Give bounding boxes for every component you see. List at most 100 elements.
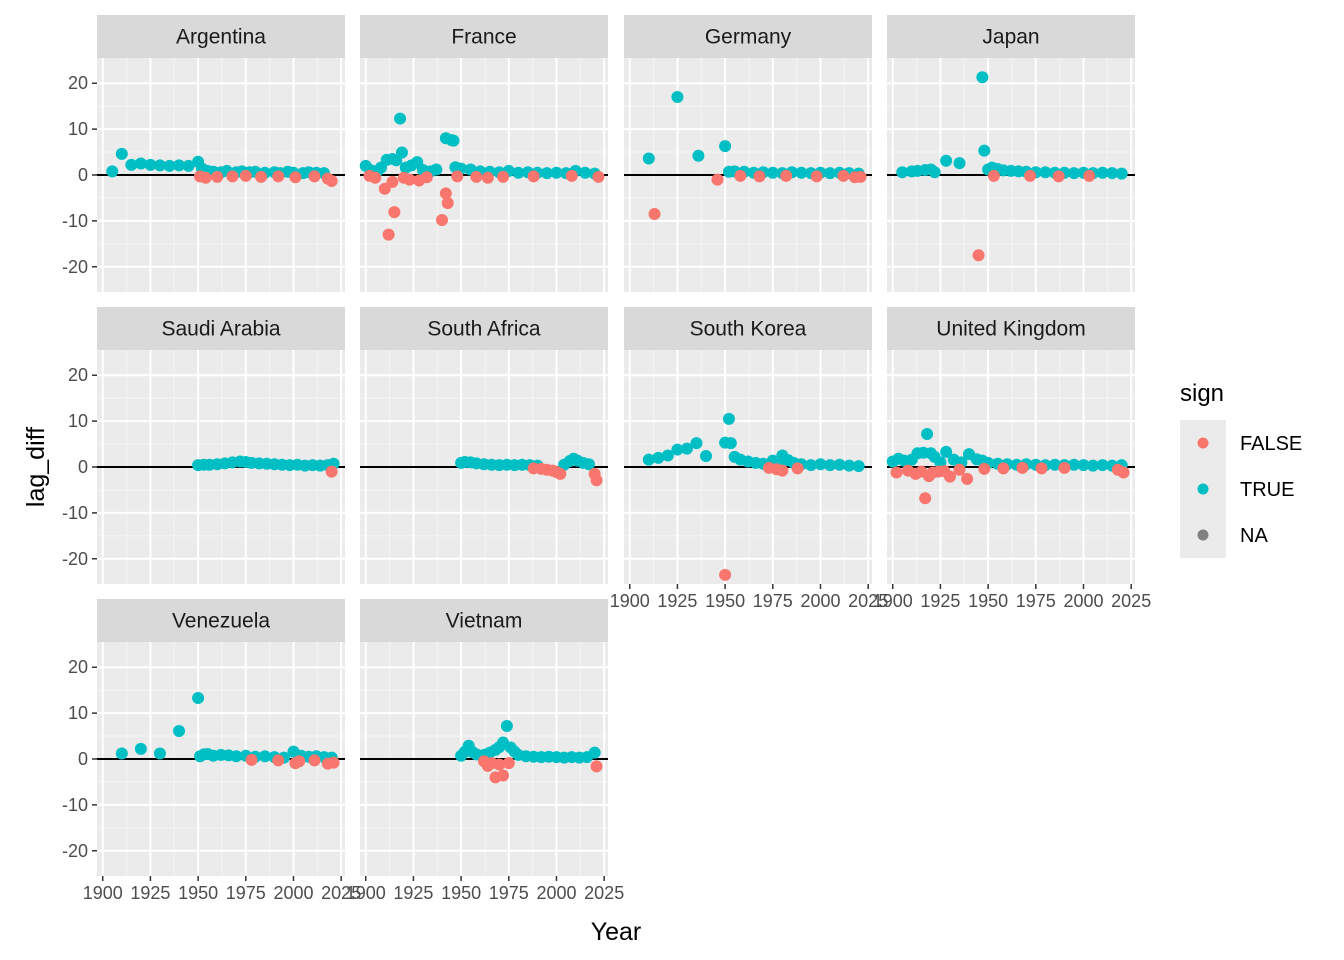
point-true [724, 437, 737, 450]
facet-strip [97, 599, 345, 642]
x-tick-label: 2000 [800, 591, 840, 611]
point-true [447, 134, 460, 147]
point-true [1096, 459, 1109, 472]
point-false [255, 170, 268, 183]
legend-label: FALSE [1240, 433, 1302, 455]
x-tick-label: 2025 [1111, 591, 1151, 611]
point-true [115, 147, 128, 160]
legend-label: NA [1240, 525, 1268, 547]
point-true [928, 166, 941, 179]
point-false [592, 170, 605, 183]
point-false [890, 466, 903, 479]
point-true [588, 746, 601, 759]
y-tick-label: -10 [62, 795, 88, 815]
point-true [1087, 459, 1100, 472]
legend-key-na [1197, 529, 1209, 541]
facet-panel: Japan [887, 15, 1135, 292]
point-true [976, 71, 989, 84]
facet-strip-label: Vietnam [446, 610, 523, 633]
point-false [293, 755, 306, 768]
point-true [550, 166, 563, 179]
facet-panel: Argentina -20 -10 0 10 20 [62, 15, 345, 292]
point-true [896, 166, 909, 179]
point-false [810, 170, 823, 183]
point-true [690, 437, 703, 450]
x-tick-label: 1925 [130, 883, 170, 903]
point-true [1077, 459, 1090, 472]
facet-panel: South Africa [360, 307, 608, 584]
point-true [671, 91, 684, 103]
x-tick-label: 2000 [536, 883, 576, 903]
y-tick-label: -20 [62, 257, 88, 277]
legend-title: sign [1180, 380, 1224, 407]
point-true [940, 154, 953, 167]
point-false [919, 492, 932, 505]
point-false [386, 175, 399, 188]
facet-strip-label: Japan [982, 26, 1039, 49]
point-false [780, 169, 793, 182]
point-true [1106, 167, 1119, 180]
facet-strip-label: United Kingdom [936, 318, 1085, 341]
point-false [308, 754, 321, 767]
x-tick-label: 2000 [1063, 591, 1103, 611]
point-true [1067, 458, 1080, 471]
point-false [327, 756, 340, 769]
point-true [661, 449, 674, 462]
point-true [512, 166, 525, 179]
facet-strip [360, 15, 608, 58]
x-tick-label: 1900 [610, 591, 650, 611]
x-axis-title: Year [591, 918, 642, 946]
point-true [804, 459, 817, 472]
y-tick-label: -10 [62, 211, 88, 231]
facet-strip-label: Saudi Arabia [161, 318, 280, 341]
point-true [582, 458, 595, 471]
facet-strip [624, 15, 872, 58]
point-false [369, 171, 382, 184]
point-false [502, 757, 515, 770]
point-true [814, 458, 827, 471]
point-false [527, 170, 540, 183]
point-true [394, 112, 407, 125]
facet-strip-label: Argentina [176, 26, 266, 49]
facet-strip-label: Germany [705, 26, 792, 49]
point-false [953, 463, 966, 476]
point-true [163, 159, 176, 172]
point-true [173, 725, 186, 738]
point-true [722, 412, 735, 425]
point-false [1024, 169, 1037, 182]
point-true [795, 166, 808, 179]
point-false [481, 171, 494, 184]
point-true [843, 459, 856, 472]
point-true [1096, 166, 1109, 179]
point-false [590, 760, 603, 773]
point-false [648, 208, 661, 220]
facet-strip-label: Venezuela [172, 610, 270, 633]
point-true [824, 459, 837, 472]
facet-strip-label: South Africa [427, 318, 541, 341]
point-false [497, 170, 510, 183]
point-true [115, 747, 128, 760]
x-tick-label: 2025 [848, 591, 888, 611]
facet-strip [360, 599, 608, 642]
x-tick-label: 1900 [83, 883, 123, 903]
point-true [153, 747, 166, 760]
y-tick-label: 20 [68, 73, 88, 93]
point-true [134, 157, 147, 170]
x-tick-label: 1975 [226, 883, 266, 903]
x-tick-label: 1925 [920, 591, 960, 611]
facet-strip [97, 307, 345, 350]
legend: sign FALSE TRUE NA [1180, 380, 1302, 558]
legend-label: TRUE [1240, 479, 1294, 501]
point-true [395, 146, 408, 159]
x-tick-label: 1975 [1016, 591, 1056, 611]
point-false [199, 171, 212, 184]
point-false [565, 169, 578, 182]
point-true [642, 152, 655, 165]
point-true [173, 159, 186, 172]
point-true [430, 163, 443, 176]
facet-strip [360, 307, 608, 350]
point-false [441, 196, 454, 209]
point-true [500, 719, 513, 732]
facet-strip [887, 307, 1135, 350]
x-tick-label: 2000 [273, 883, 313, 903]
